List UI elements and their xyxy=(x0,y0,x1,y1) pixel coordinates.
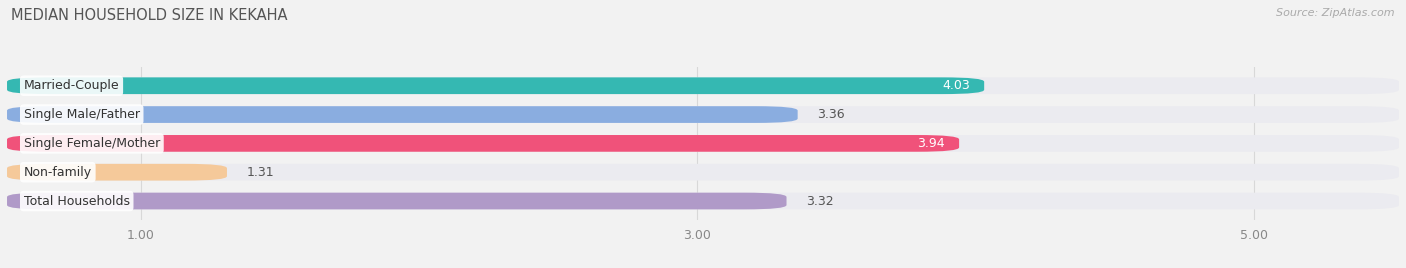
FancyBboxPatch shape xyxy=(7,106,797,123)
Text: Single Female/Mother: Single Female/Mother xyxy=(24,137,160,150)
Text: Source: ZipAtlas.com: Source: ZipAtlas.com xyxy=(1277,8,1395,18)
Text: 4.03: 4.03 xyxy=(942,79,970,92)
Text: 3.94: 3.94 xyxy=(918,137,945,150)
FancyBboxPatch shape xyxy=(7,77,984,94)
FancyBboxPatch shape xyxy=(7,164,1399,181)
Text: 3.32: 3.32 xyxy=(806,195,834,207)
Text: 1.31: 1.31 xyxy=(246,166,274,179)
FancyBboxPatch shape xyxy=(7,135,959,152)
Text: Married-Couple: Married-Couple xyxy=(24,79,120,92)
Text: MEDIAN HOUSEHOLD SIZE IN KEKAHA: MEDIAN HOUSEHOLD SIZE IN KEKAHA xyxy=(11,8,288,23)
Text: Non-family: Non-family xyxy=(24,166,91,179)
Text: 3.36: 3.36 xyxy=(817,108,845,121)
Text: Total Households: Total Households xyxy=(24,195,129,207)
FancyBboxPatch shape xyxy=(7,193,786,209)
FancyBboxPatch shape xyxy=(7,135,1399,152)
FancyBboxPatch shape xyxy=(7,106,1399,123)
FancyBboxPatch shape xyxy=(7,164,226,181)
FancyBboxPatch shape xyxy=(7,77,1399,94)
Text: Single Male/Father: Single Male/Father xyxy=(24,108,139,121)
FancyBboxPatch shape xyxy=(7,193,1399,209)
